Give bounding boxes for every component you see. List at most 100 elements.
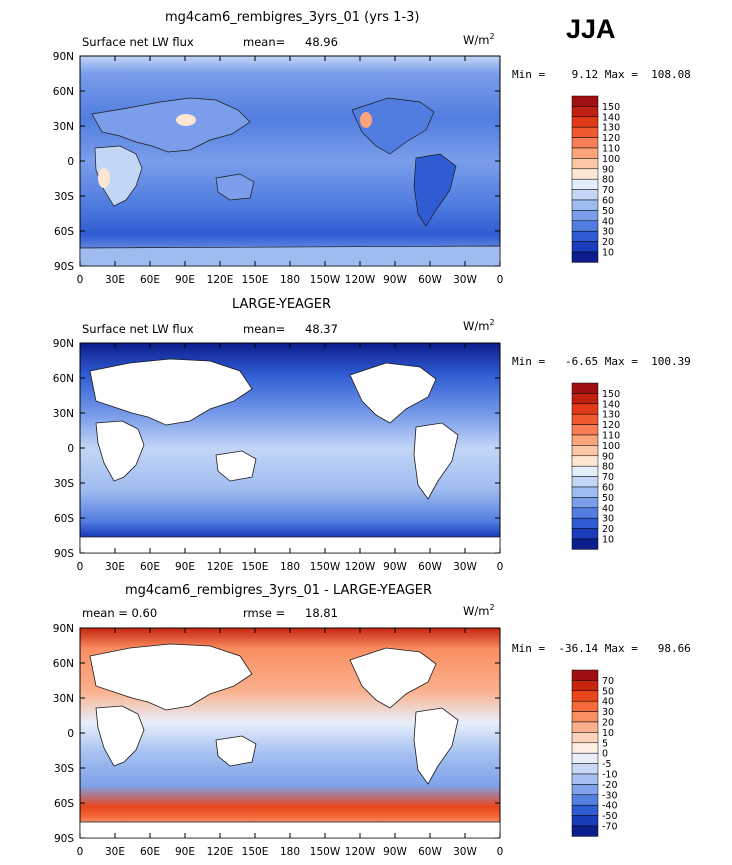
lon-tick-label: 150W <box>310 274 341 286</box>
colorbar-swatch <box>571 465 599 477</box>
lon-tick-label: 90W <box>383 274 407 286</box>
lat-tick-label: 30N <box>53 408 74 420</box>
lat-tick-label: 60S <box>54 513 74 525</box>
colorbar-label: 120 <box>602 420 620 431</box>
colorbar-swatch <box>571 680 599 692</box>
colorbar-label: -10 <box>602 770 618 781</box>
colorbar-swatch <box>571 116 599 128</box>
colorbar-label: 30 <box>602 707 614 718</box>
season-label: JJA <box>566 14 616 44</box>
colorbar-swatch <box>571 690 599 702</box>
lon-tick-label: 180 <box>280 846 300 858</box>
panel-1-mean-label: mean= <box>243 35 286 49</box>
colorbar-swatch <box>571 445 599 457</box>
lon-tick-label: 30W <box>453 274 477 286</box>
lon-tick-label: 150E <box>242 561 269 573</box>
colorbar-swatch <box>571 742 599 754</box>
colorbar-label: 90 <box>602 451 614 462</box>
panel-2-units: W/m2 <box>463 318 495 333</box>
colorbar-label: 110 <box>602 431 620 442</box>
lon-tick-label: 150E <box>242 274 269 286</box>
colorbar-swatch <box>571 763 599 775</box>
lon-tick-label: 150W <box>310 846 341 858</box>
colorbar-swatch <box>571 230 599 242</box>
colorbar-label: 70 <box>602 676 614 687</box>
panel-2-mean-value: 48.37 <box>305 322 338 336</box>
colorbar-label: 30 <box>602 514 614 525</box>
panel-3-minmax: Min = -36.14 Max = 98.66 <box>512 642 691 655</box>
panel-1-units: W/m2 <box>463 32 495 47</box>
colorbar-swatch <box>571 168 599 180</box>
lat-tick-label: 0 <box>67 443 74 455</box>
colorbar-swatch <box>571 147 599 159</box>
lon-tick-label: 60E <box>140 846 160 858</box>
lon-tick-label: 180 <box>280 274 300 286</box>
lat-tick-label: 60N <box>53 373 74 385</box>
colorbar-swatch <box>571 794 599 806</box>
lon-tick-label: 30W <box>453 561 477 573</box>
lon-tick-label: 120E <box>207 274 234 286</box>
colorbar-label: -5 <box>602 759 611 770</box>
lon-tick-label: 30E <box>105 846 125 858</box>
colorbar-swatch <box>571 106 599 118</box>
panel-1-minmax: Min = 9.12 Max = 108.08 <box>512 68 691 81</box>
colorbar-label: 40 <box>602 697 614 708</box>
colorbar-swatch <box>571 732 599 744</box>
colorbar-swatch <box>571 825 599 837</box>
lat-tick-label: 90N <box>53 338 74 350</box>
colorbar-swatch <box>571 95 599 107</box>
colorbar-label: 20 <box>602 237 614 248</box>
lon-tick-label: 90E <box>175 274 195 286</box>
colorbar-label: 140 <box>602 112 620 123</box>
lon-tick-label: 90W <box>383 846 407 858</box>
panel-3-units: W/m2 <box>463 603 495 618</box>
colorbar-swatch <box>571 538 599 550</box>
lon-tick-label: 150E <box>242 846 269 858</box>
colorbar-swatch <box>571 476 599 488</box>
lon-tick-label: 30E <box>105 274 125 286</box>
lon-tick-label: 0 <box>497 561 504 573</box>
colorbar-label: 70 <box>602 185 614 196</box>
lon-tick-label: 60W <box>418 846 442 858</box>
lon-tick-label: 60W <box>418 274 442 286</box>
colorbar-label: -40 <box>602 801 618 812</box>
colorbar-swatch <box>571 137 599 149</box>
lon-tick-label: 30W <box>453 846 477 858</box>
colorbar-label: 5 <box>602 738 608 749</box>
lon-tick-label: 120E <box>207 561 234 573</box>
colorbar-label: -50 <box>602 811 618 822</box>
lon-tick-label: 60W <box>418 561 442 573</box>
colorbar-swatch <box>571 241 599 253</box>
map-panel-3: 0 30E 60E 90E 120E 150E 180 150W 120W 90W 60W 30W 09… <box>53 623 504 858</box>
lat-tick-label: 90N <box>53 623 74 635</box>
colorbar-swatch <box>571 752 599 764</box>
colorbar-swatch <box>571 784 599 796</box>
colorbar-swatch <box>571 393 599 405</box>
colorbar-swatch <box>571 158 599 170</box>
colorbar-label: 110 <box>602 144 620 155</box>
lat-tick-label: 30S <box>54 191 74 203</box>
colorbar-swatch <box>571 497 599 509</box>
colorbar-swatch <box>571 251 599 263</box>
colorbar-swatch <box>571 455 599 467</box>
lat-tick-label: 60N <box>53 86 74 98</box>
lat-tick-label: 0 <box>67 156 74 168</box>
panel-1-field-label: Surface net LW flux <box>82 35 194 49</box>
lon-tick-label: 0 <box>497 846 504 858</box>
colorbar-label: 10 <box>602 248 614 259</box>
lat-tick-label: 90S <box>54 261 74 273</box>
lat-tick-label: 30S <box>54 478 74 490</box>
lon-tick-label: 0 <box>77 846 84 858</box>
colorbar-swatch <box>571 773 599 785</box>
panel-1-mean-value: 48.96 <box>305 35 338 49</box>
lon-tick-label: 120W <box>345 561 376 573</box>
lat-tick-label: 90S <box>54 833 74 845</box>
colorbar-swatch <box>571 669 599 681</box>
colorbar-swatch <box>571 815 599 827</box>
colorbar-label: 40 <box>602 216 614 227</box>
colorbar-label: 150 <box>602 389 620 400</box>
colorbar-swatch <box>571 804 599 816</box>
